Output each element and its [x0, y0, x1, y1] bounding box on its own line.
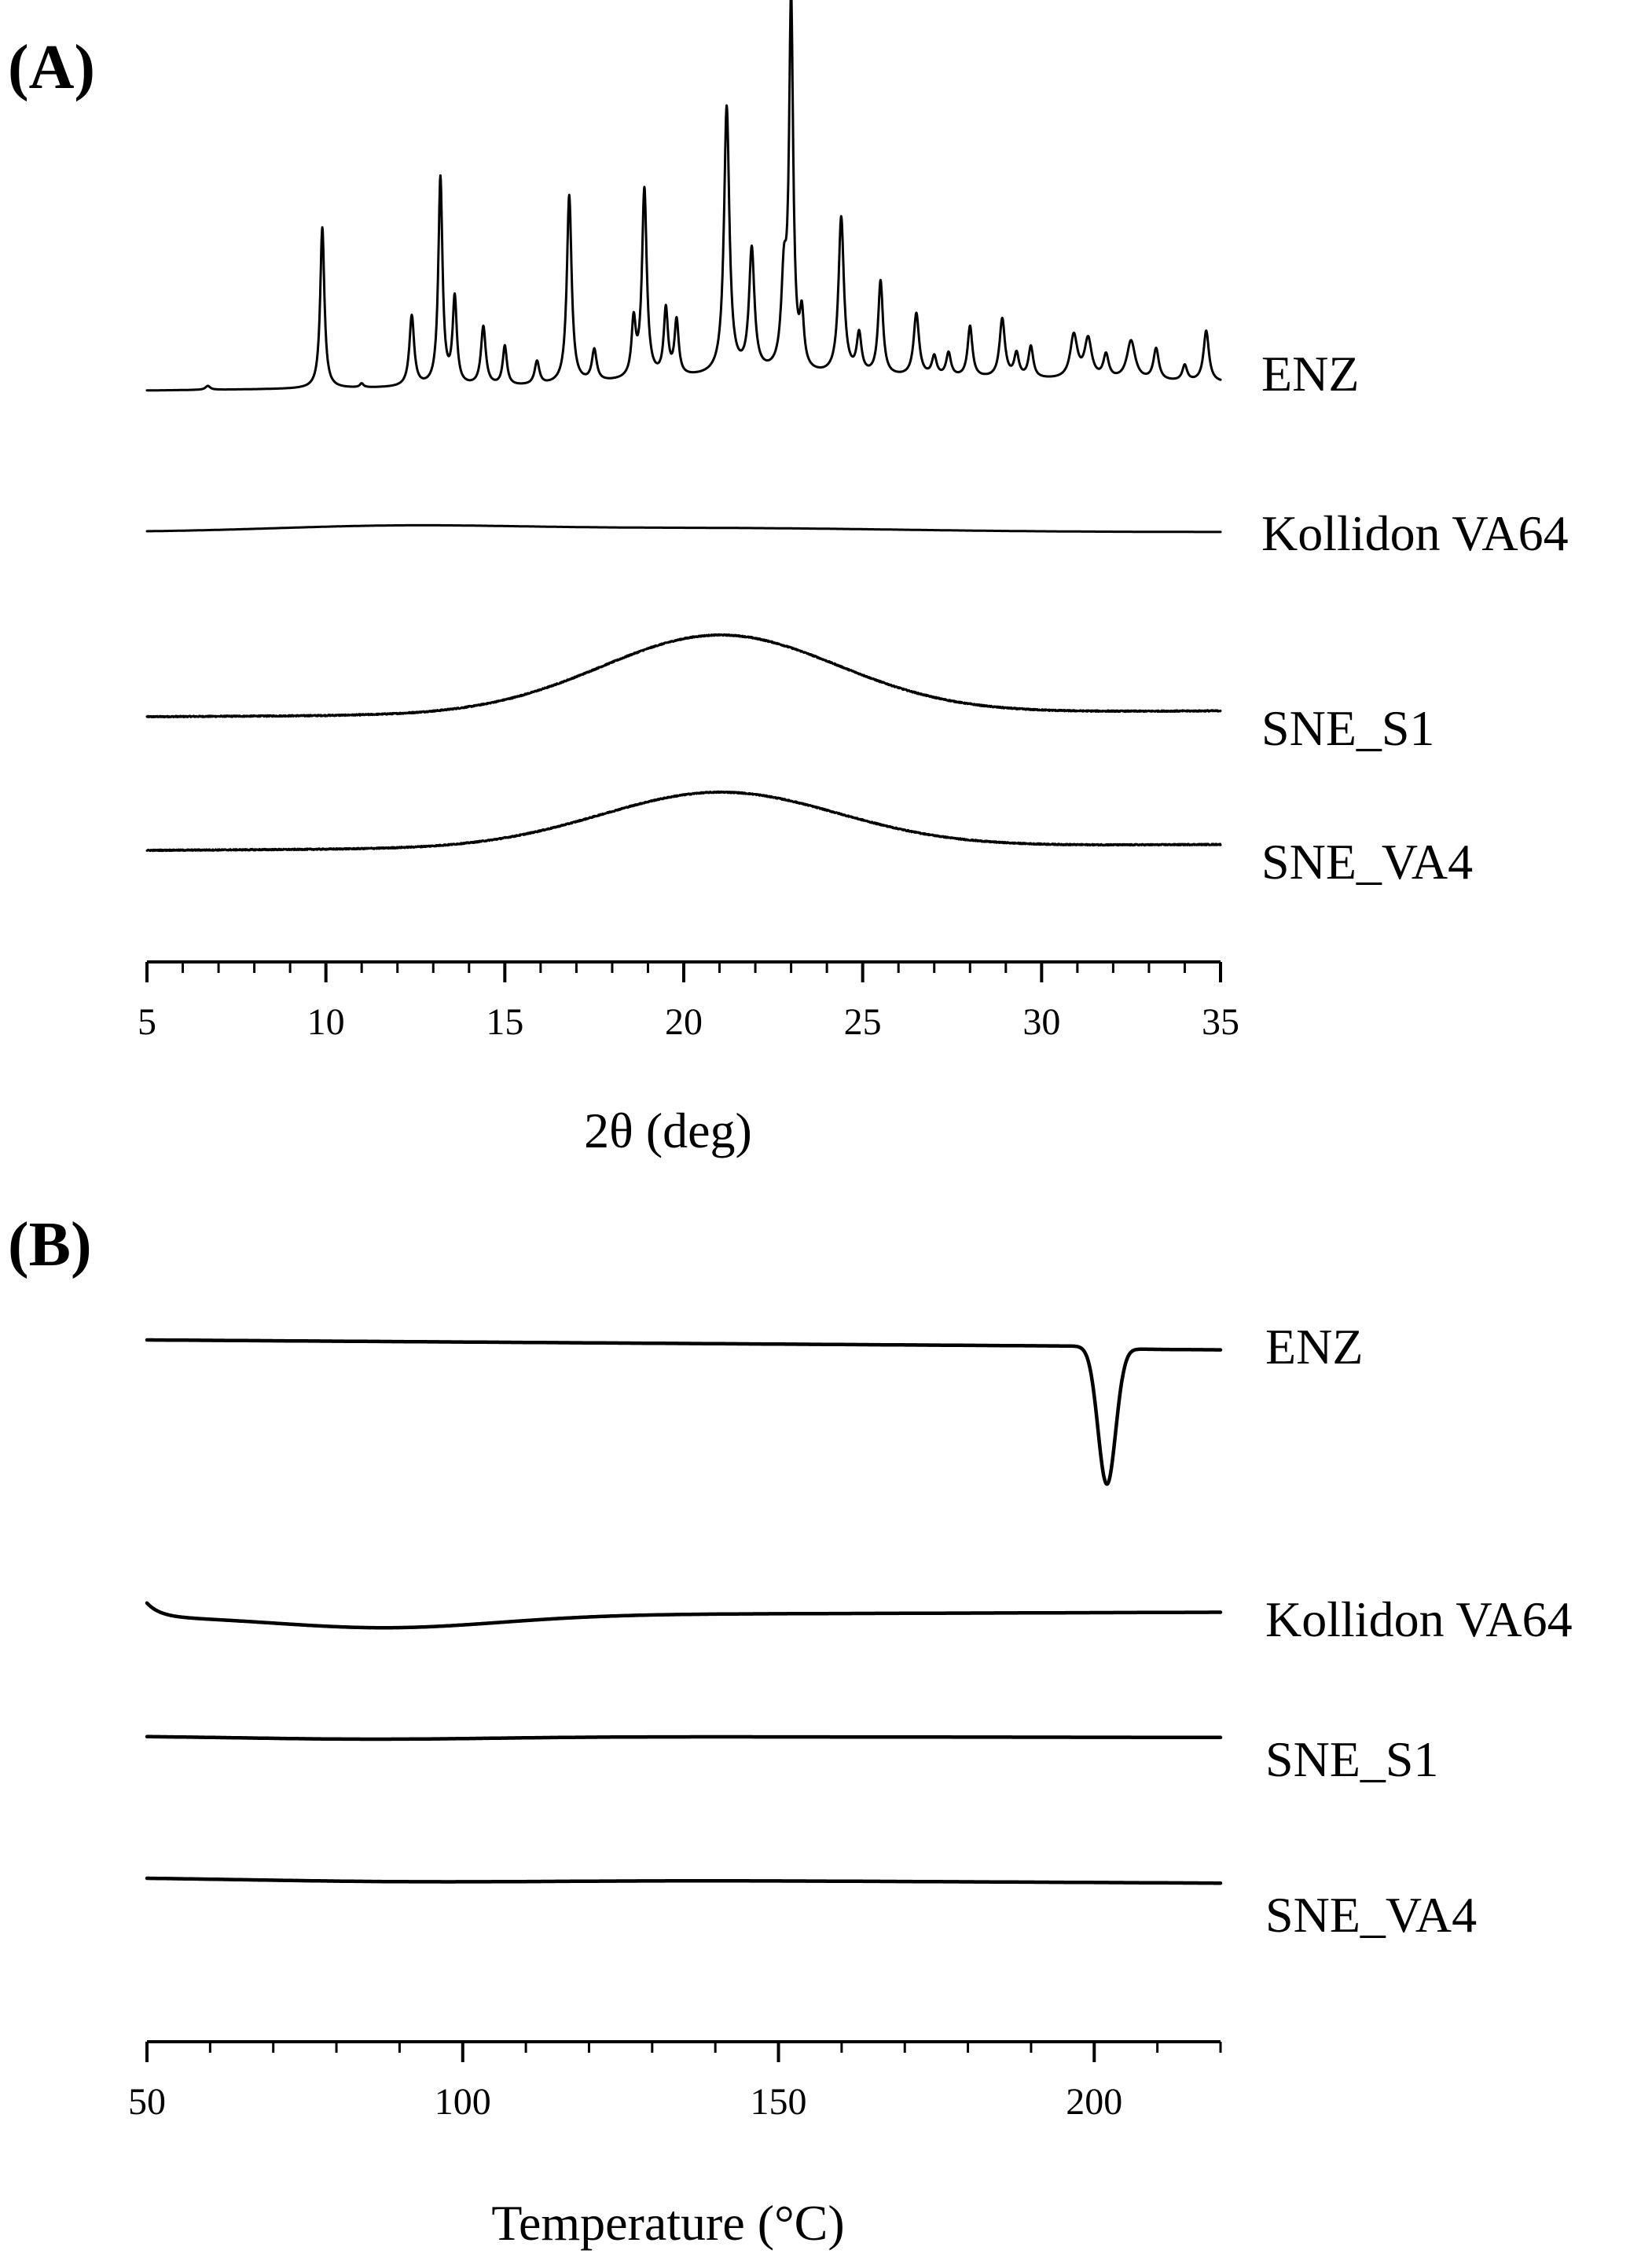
- x-tick-label-10: 10: [307, 1001, 345, 1043]
- x-tick-label-35: 35: [1202, 1001, 1239, 1043]
- trace-enz: [145, 0, 1222, 392]
- panel-a-x-axis-title: 2θ (deg): [584, 1103, 752, 1158]
- panel-b-dsc: (B) ENZ Kollidon VA64 SNE_S1 SNE_VA4 50 100 1…: [8, 1210, 1573, 2251]
- series-label-enz: ENZ: [1265, 1319, 1363, 1375]
- x-tick-label-200: 200: [1066, 2081, 1122, 2123]
- trace-sne-s1: [145, 1734, 1223, 1742]
- trace-kollidon-va64: [145, 1601, 1223, 1630]
- series-label-sne-s1: SNE_S1: [1261, 700, 1435, 756]
- panel-a-traces: ENZ Kollidon VA64 SNE_S1 SNE_VA4: [145, 0, 1569, 890]
- x-tick-label-30: 30: [1022, 1001, 1060, 1043]
- series-label-sne-va4: SNE_VA4: [1261, 834, 1473, 890]
- panel-b-x-axis: 50 100 150 200: [128, 2040, 1222, 2123]
- panel-a-x-axis: 5 10 15 20 25 30 35: [138, 960, 1239, 1043]
- panel-b-x-axis-title: Temperature (°C): [491, 2195, 844, 2251]
- series-label-sne-s1: SNE_S1: [1265, 1731, 1439, 1787]
- x-tick-label-50: 50: [128, 2081, 166, 2123]
- panel-a-xrd: (A) ENZ Kollidon VA64 SNE_S1 SNE_VA4 5 10 15 2…: [8, 0, 1569, 1158]
- series-label-kollidon-va64: Kollidon VA64: [1261, 505, 1569, 561]
- trace-enz: [145, 1338, 1223, 1486]
- trace-sne-va4: [145, 1876, 1223, 1885]
- x-tick-label-100: 100: [435, 2081, 491, 2123]
- series-label-enz: ENZ: [1261, 346, 1359, 402]
- x-tick-label-150: 150: [751, 2081, 807, 2123]
- series-label-sne-va4: SNE_VA4: [1265, 1887, 1477, 1943]
- panel-b-traces: ENZ Kollidon VA64 SNE_S1 SNE_VA4: [145, 1319, 1573, 1943]
- trace-sne-va4: [145, 790, 1222, 853]
- series-label-kollidon-va64: Kollidon VA64: [1265, 1591, 1573, 1647]
- x-tick-label-15: 15: [486, 1001, 523, 1043]
- trace-sne-s1: [145, 633, 1222, 719]
- x-tick-label-25: 25: [844, 1001, 882, 1043]
- x-tick-label-20: 20: [665, 1001, 703, 1043]
- panel-b-label: (B): [8, 1210, 92, 1279]
- x-tick-label-5: 5: [138, 1001, 156, 1043]
- trace-kollidon-va64: [145, 523, 1222, 534]
- panel-a-label: (A): [8, 33, 95, 102]
